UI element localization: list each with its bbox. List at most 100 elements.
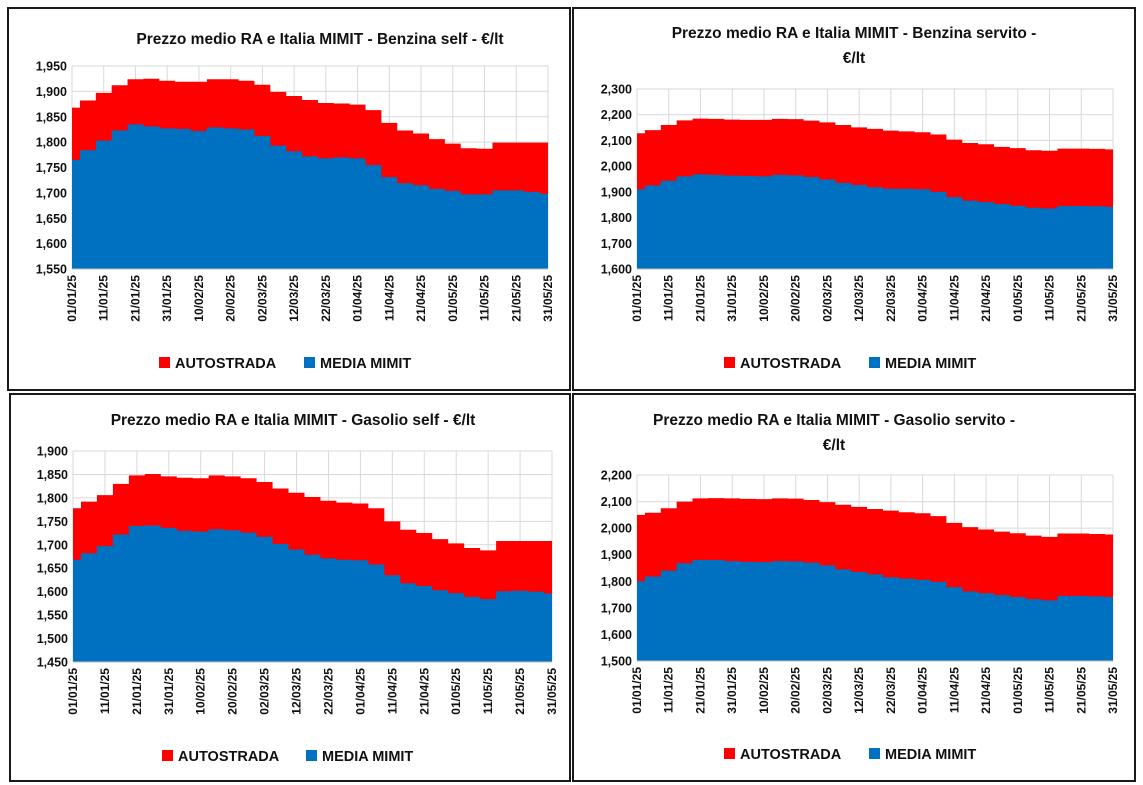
x-tick-label: 12/03/25 (290, 668, 304, 715)
x-tick-label: 21/05/25 (1074, 667, 1088, 714)
x-tick-label: 31/01/25 (725, 275, 739, 322)
x-tick-label: 12/03/25 (852, 275, 866, 322)
x-tick-label: 20/02/25 (226, 668, 240, 715)
y-tick-label: 2,200 (601, 469, 632, 483)
area-series-media-mimit (637, 174, 1113, 269)
y-tick-label: 1,700 (37, 538, 68, 552)
y-tick-label: 1,700 (36, 186, 67, 200)
x-tick-label: 20/02/25 (789, 667, 803, 714)
x-tick-label: 11/01/25 (662, 275, 676, 321)
legend-swatch (306, 750, 317, 761)
y-tick-label: 1,650 (36, 212, 67, 226)
x-tick-label: 01/04/25 (916, 667, 930, 714)
legend-swatch (724, 357, 735, 368)
chart-title: Prezzo medio RA e Italia MIMIT - Benzina… (136, 31, 503, 48)
x-tick-label: 12/03/25 (852, 667, 866, 714)
y-tick-label: 1,900 (601, 548, 632, 562)
x-tick-label: 01/05/25 (1011, 275, 1025, 322)
legend-swatch (869, 357, 880, 368)
x-tick-label: 21/05/25 (509, 275, 523, 322)
x-tick-label: 21/04/25 (979, 667, 993, 714)
legend-label: MEDIA MIMIT (320, 356, 411, 372)
y-tick-label: 1,550 (37, 609, 68, 623)
x-tick-label: 01/04/25 (351, 275, 365, 322)
area-series-media-mimit (637, 560, 1113, 661)
x-tick-label: 11/04/25 (947, 667, 961, 713)
y-tick-label: 1,600 (601, 628, 632, 642)
x-tick-label: 31/05/25 (1106, 275, 1120, 322)
chart-title: Prezzo medio RA e Italia MIMIT - Gasolio… (111, 412, 476, 429)
x-tick-label: 11/04/25 (385, 668, 399, 714)
y-tick-label: 1,750 (36, 161, 67, 175)
x-tick-label: 21/01/25 (693, 667, 707, 714)
x-tick-label: 11/01/25 (98, 668, 112, 714)
x-tick-label: 22/03/25 (321, 668, 335, 715)
y-tick-label: 1,850 (37, 468, 68, 482)
y-tick-label: 1,700 (601, 237, 632, 251)
y-tick-label: 1,950 (36, 60, 67, 74)
x-tick-label: 10/02/25 (192, 275, 206, 322)
y-tick-label: 1,600 (37, 585, 68, 599)
x-tick-label: 11/01/25 (662, 667, 676, 713)
y-tick-label: 2,000 (601, 160, 632, 174)
chart-benzina-self: Prezzo medio RA e Italia MIMIT - Benzina… (36, 31, 555, 372)
x-tick-label: 01/01/25 (66, 668, 80, 715)
x-tick-label: 31/05/25 (545, 668, 559, 715)
x-tick-label: 20/02/25 (789, 275, 803, 322)
x-tick-label: 11/04/25 (382, 275, 396, 321)
x-tick-label: 21/01/25 (128, 275, 142, 322)
legend-label: AUTOSTRADA (740, 747, 842, 763)
x-tick-label: 21/04/25 (979, 275, 993, 322)
x-tick-label: 01/04/25 (353, 668, 367, 715)
x-tick-label: 01/01/25 (630, 275, 644, 322)
y-tick-label: 1,900 (37, 445, 68, 459)
x-tick-label: 11/04/25 (947, 275, 961, 321)
x-tick-label: 22/03/25 (319, 275, 333, 322)
y-tick-label: 1,800 (601, 575, 632, 589)
x-tick-label: 21/04/25 (414, 275, 428, 322)
chart-panel-benzina-self: Prezzo medio RA e Italia MIMIT - Benzina… (7, 7, 571, 391)
legend-swatch (162, 750, 173, 761)
chart-title: €/lt (843, 50, 865, 67)
x-tick-label: 31/05/25 (541, 275, 555, 322)
x-tick-label: 10/02/25 (757, 275, 771, 322)
area-series-media-mimit (72, 124, 548, 269)
x-tick-label: 11/05/25 (1043, 667, 1057, 713)
y-tick-label: 1,900 (36, 85, 67, 99)
legend-swatch (724, 748, 735, 759)
x-tick-label: 10/02/25 (194, 668, 208, 715)
legend-label: AUTOSTRADA (740, 356, 842, 372)
y-tick-label: 1,900 (601, 185, 632, 199)
y-tick-label: 1,800 (37, 491, 68, 505)
legend-swatch (304, 357, 315, 368)
x-tick-label: 01/01/25 (630, 667, 644, 714)
legend-label: MEDIA MIMIT (885, 356, 976, 372)
x-tick-label: 21/01/25 (693, 275, 707, 322)
x-tick-label: 31/01/25 (160, 275, 174, 322)
x-tick-label: 21/01/25 (130, 668, 144, 715)
x-tick-label: 01/05/25 (1011, 667, 1025, 714)
area-series-media-mimit (73, 525, 552, 662)
chart-gasolio-self: Prezzo medio RA e Italia MIMIT - Gasolio… (37, 412, 559, 765)
chart-title: €/lt (823, 437, 845, 454)
x-tick-label: 11/01/25 (97, 275, 111, 321)
y-tick-label: 1,450 (37, 656, 68, 670)
y-tick-label: 1,700 (601, 601, 632, 615)
x-tick-label: 02/03/25 (255, 275, 269, 322)
x-tick-label: 11/05/25 (1043, 275, 1057, 321)
chart-title: Prezzo medio RA e Italia MIMIT - Gasolio… (653, 412, 1015, 429)
x-tick-label: 22/03/25 (884, 275, 898, 322)
x-tick-label: 02/03/25 (820, 275, 834, 322)
x-tick-label: 01/05/25 (446, 275, 460, 322)
y-tick-label: 2,000 (601, 522, 632, 536)
y-tick-label: 2,200 (601, 108, 632, 122)
legend-label: MEDIA MIMIT (885, 747, 976, 763)
y-tick-label: 1,500 (601, 655, 632, 669)
x-tick-label: 01/01/25 (65, 275, 79, 322)
x-tick-label: 21/04/25 (417, 668, 431, 715)
chart-benzina-servito: Prezzo medio RA e Italia MIMIT - Benzina… (601, 25, 1120, 372)
x-tick-label: 01/05/25 (449, 668, 463, 715)
x-tick-label: 31/05/25 (1106, 667, 1120, 714)
legend-swatch (869, 748, 880, 759)
legend-label: AUTOSTRADA (178, 749, 280, 765)
